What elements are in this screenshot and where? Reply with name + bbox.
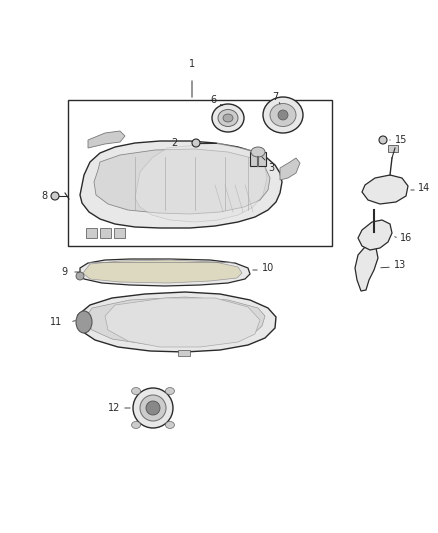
Polygon shape bbox=[355, 245, 378, 291]
Circle shape bbox=[278, 110, 288, 120]
Bar bbox=[114, 228, 125, 238]
Text: 6: 6 bbox=[210, 95, 216, 105]
Polygon shape bbox=[105, 298, 260, 347]
Text: 2: 2 bbox=[172, 138, 178, 148]
Polygon shape bbox=[80, 259, 250, 286]
Ellipse shape bbox=[131, 422, 141, 429]
Text: 3: 3 bbox=[268, 163, 274, 173]
Circle shape bbox=[192, 139, 200, 147]
Bar bbox=[86, 228, 97, 238]
Bar bbox=[388, 145, 398, 152]
Text: 1: 1 bbox=[189, 59, 195, 69]
Polygon shape bbox=[94, 149, 270, 214]
Polygon shape bbox=[280, 158, 300, 180]
Circle shape bbox=[146, 401, 160, 415]
Ellipse shape bbox=[212, 104, 244, 132]
Text: 12: 12 bbox=[108, 403, 120, 413]
Ellipse shape bbox=[251, 147, 265, 157]
Polygon shape bbox=[80, 141, 282, 228]
Ellipse shape bbox=[223, 114, 233, 122]
Polygon shape bbox=[362, 175, 408, 204]
Polygon shape bbox=[84, 297, 265, 346]
Polygon shape bbox=[135, 143, 267, 222]
Circle shape bbox=[133, 388, 173, 428]
Ellipse shape bbox=[131, 387, 141, 394]
Text: 8: 8 bbox=[41, 191, 47, 201]
Ellipse shape bbox=[263, 97, 303, 133]
Text: 13: 13 bbox=[394, 260, 406, 270]
Text: 14: 14 bbox=[418, 183, 430, 193]
Polygon shape bbox=[83, 260, 242, 283]
Bar bbox=[68, 100, 332, 246]
Polygon shape bbox=[78, 292, 276, 352]
Bar bbox=[178, 350, 190, 356]
Circle shape bbox=[76, 272, 84, 280]
Polygon shape bbox=[358, 220, 392, 250]
Text: 11: 11 bbox=[50, 317, 62, 327]
Text: 15: 15 bbox=[395, 135, 407, 145]
Text: 16: 16 bbox=[400, 233, 412, 243]
Circle shape bbox=[51, 192, 59, 200]
Polygon shape bbox=[88, 131, 125, 148]
Text: 10: 10 bbox=[262, 263, 274, 273]
Text: 9: 9 bbox=[62, 267, 68, 277]
Ellipse shape bbox=[270, 103, 296, 126]
Ellipse shape bbox=[76, 311, 92, 333]
Text: 7: 7 bbox=[272, 92, 278, 102]
Ellipse shape bbox=[166, 387, 174, 394]
Circle shape bbox=[140, 395, 166, 421]
Ellipse shape bbox=[166, 422, 174, 429]
Ellipse shape bbox=[218, 109, 238, 126]
Circle shape bbox=[379, 136, 387, 144]
Bar bbox=[100, 228, 111, 238]
Bar bbox=[250, 152, 266, 166]
